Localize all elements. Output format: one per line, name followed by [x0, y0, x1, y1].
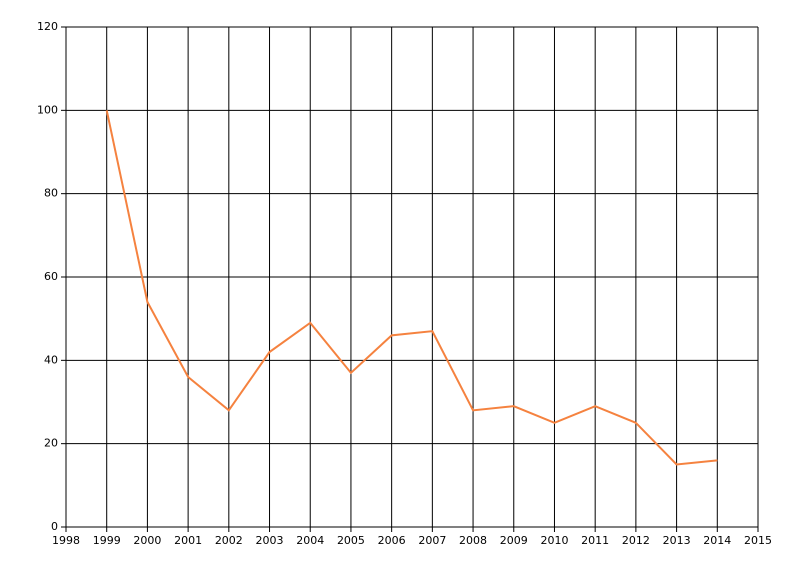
x-tick-label: 2005	[337, 534, 365, 547]
x-tick-label: 2013	[663, 534, 691, 547]
y-tick-label: 0	[51, 520, 58, 533]
x-tick-label: 2014	[703, 534, 731, 547]
x-tick-label: 2006	[378, 534, 406, 547]
x-tick-label: 2008	[459, 534, 487, 547]
y-tick-label: 60	[44, 270, 58, 283]
y-tick-label: 120	[37, 20, 58, 33]
x-tick-label: 2007	[418, 534, 446, 547]
x-tick-label: 2012	[622, 534, 650, 547]
x-tick-label: 2010	[540, 534, 568, 547]
y-tick-label: 20	[44, 437, 58, 450]
y-tick-label: 40	[44, 353, 58, 366]
x-tick-label: 2001	[174, 534, 202, 547]
x-tick-label: 1999	[93, 534, 121, 547]
x-tick-label: 2003	[256, 534, 284, 547]
x-tick-label: 2000	[133, 534, 161, 547]
x-tick-label: 2002	[215, 534, 243, 547]
y-tick-label: 100	[37, 103, 58, 116]
x-tick-label: 2009	[500, 534, 528, 547]
line-series	[105, 110, 718, 466]
y-tick-label: 80	[44, 187, 58, 200]
x-tick-label: 2015	[744, 534, 772, 547]
x-tick-label: 2004	[296, 534, 324, 547]
x-tick-label: 2011	[581, 534, 609, 547]
x-tick-label: 1998	[52, 534, 80, 547]
